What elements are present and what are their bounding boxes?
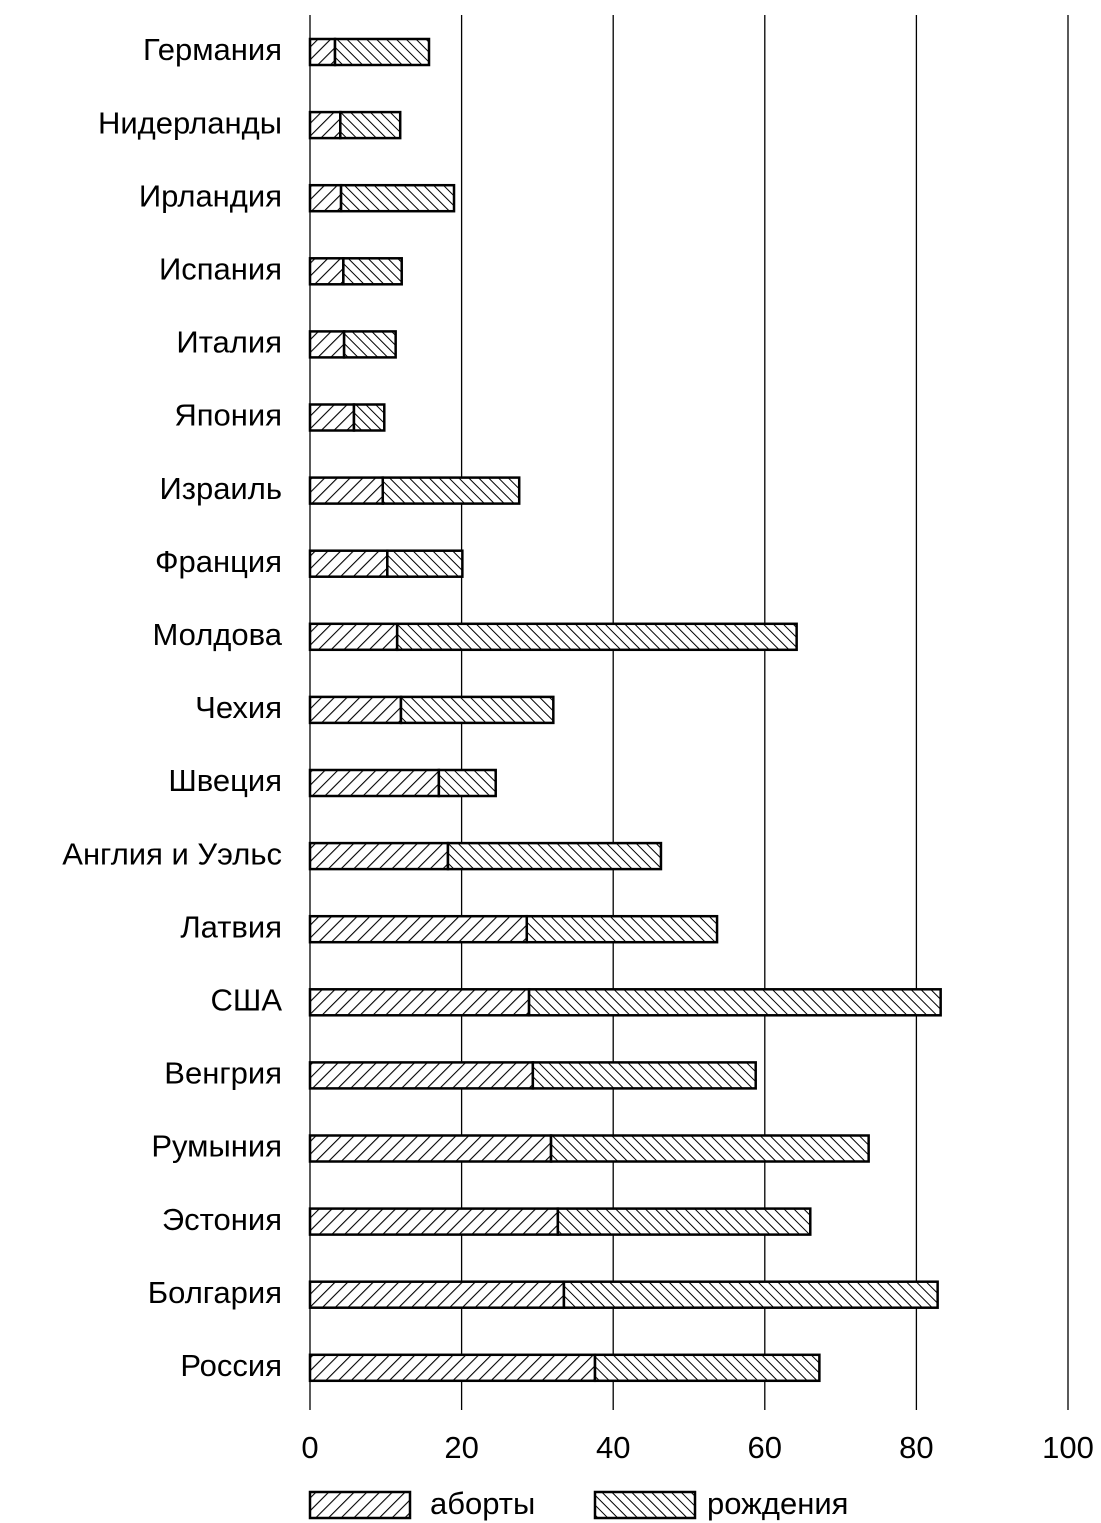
bar-segment <box>556 1207 812 1236</box>
bar-segment <box>549 1134 870 1163</box>
y-tick-label: Германия <box>143 32 282 67</box>
bar-segment <box>308 841 450 871</box>
bar-segment <box>386 549 464 578</box>
bar-segment <box>342 330 397 359</box>
legend-label: аборты <box>430 1486 535 1521</box>
bar-segment <box>308 257 345 286</box>
bar-segment <box>308 110 342 140</box>
bar-segment <box>399 695 555 725</box>
x-tick-label: 0 <box>301 1430 318 1465</box>
bar-segment <box>308 183 343 213</box>
y-tick-label: Россия <box>180 1348 282 1383</box>
bar-segment <box>308 914 529 944</box>
bar-segment <box>308 695 403 725</box>
bar-segment <box>308 768 441 798</box>
bar-segment <box>352 403 386 432</box>
bar-segment <box>395 622 798 652</box>
x-tick-label: 80 <box>899 1430 933 1465</box>
y-tick-label: Швеция <box>168 763 282 798</box>
bar-segment <box>308 1061 535 1090</box>
y-tick-label: Англия и Уэльс <box>62 836 282 871</box>
y-tick-label: Испания <box>159 251 282 286</box>
y-tick-label: Молдова <box>152 617 282 652</box>
x-tick-label: 100 <box>1042 1430 1094 1465</box>
bar-segment <box>527 988 942 1017</box>
y-tick-label: Болгария <box>148 1275 282 1310</box>
y-tick-label: Чехия <box>195 690 282 725</box>
bar-segment <box>308 1134 553 1163</box>
y-tick-label: Япония <box>174 398 282 433</box>
y-tick-label: Ирландия <box>139 178 282 213</box>
bar-segment <box>308 1280 566 1309</box>
bar-segment <box>308 988 531 1017</box>
bar-segment <box>593 1353 821 1383</box>
x-tick-label: 40 <box>596 1430 630 1465</box>
y-tick-label: Израиль <box>159 471 282 506</box>
bar-segment <box>437 768 497 798</box>
y-tick-label: США <box>211 982 283 1017</box>
y-tick-label: Эстония <box>162 1202 282 1237</box>
bar-segment <box>381 476 521 505</box>
bar-segment <box>308 622 399 652</box>
bar-segment <box>308 37 337 67</box>
y-tick-label: Нидерланды <box>98 105 282 140</box>
bar-segment <box>446 841 663 871</box>
x-tick-label: 20 <box>444 1430 478 1465</box>
bar-segment <box>531 1061 757 1090</box>
bar-segment <box>333 37 431 67</box>
bar-segment <box>339 183 456 213</box>
bar-segment <box>562 1280 939 1309</box>
bar-segment <box>342 257 403 286</box>
y-tick-label: Румыния <box>151 1129 282 1164</box>
y-tick-label: Венгрия <box>164 1056 282 1091</box>
bar-segment <box>308 549 389 578</box>
y-tick-label: Латвия <box>180 909 282 944</box>
bar-segment <box>308 403 356 432</box>
bar-segment <box>339 110 402 140</box>
legend-label: рождения <box>707 1486 848 1521</box>
bar-segment <box>525 914 719 944</box>
x-tick-label: 60 <box>748 1430 782 1465</box>
legend-swatch <box>593 1490 697 1520</box>
y-tick-label: Франция <box>155 544 282 579</box>
bar-segment <box>308 1207 560 1236</box>
y-tick-label: Италия <box>176 325 282 360</box>
legend-swatch <box>308 1490 412 1520</box>
bar-segment <box>308 476 385 505</box>
bar-segment <box>308 1353 597 1383</box>
bar-segment <box>308 330 346 359</box>
